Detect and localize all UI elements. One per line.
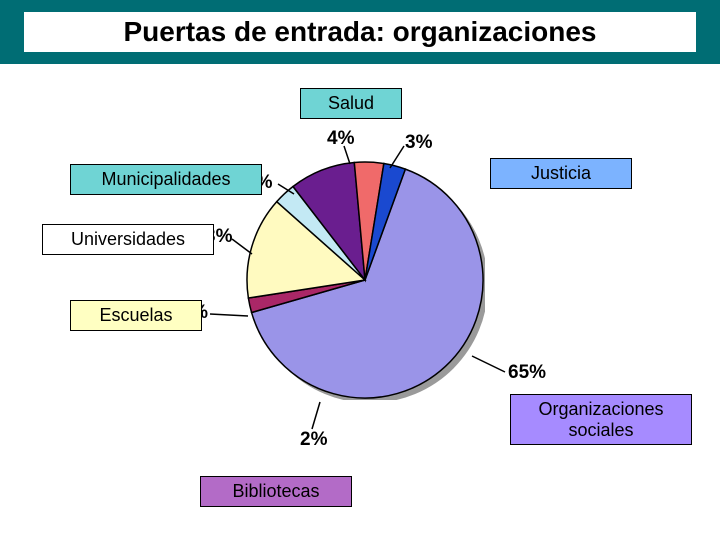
title-bar: Puertas de entrada: organizaciones [0, 0, 720, 64]
label-box-universidades: Universidades [42, 224, 214, 255]
pct-justicia: 3% [405, 132, 432, 154]
page-title: Puertas de entrada: organizaciones [24, 12, 696, 52]
label-box-bibliotecas: Bibliotecas [200, 476, 352, 507]
pct-organizaciones_sociales: 65% [508, 362, 546, 384]
label-box-escuelas: Escuelas [70, 300, 202, 331]
pct-salud: 4% [327, 128, 354, 150]
pie-chart-area: 65%Organizaciones sociales2%Bibliotecas1… [0, 64, 720, 540]
pct-bibliotecas: 2% [300, 429, 327, 451]
label-box-municipalidades: Municipalidades [70, 164, 262, 195]
label-box-justicia: Justicia [490, 158, 632, 189]
label-box-organizaciones_sociales: Organizaciones sociales [510, 394, 692, 445]
label-box-salud: Salud [300, 88, 402, 119]
pie-chart [245, 160, 485, 400]
